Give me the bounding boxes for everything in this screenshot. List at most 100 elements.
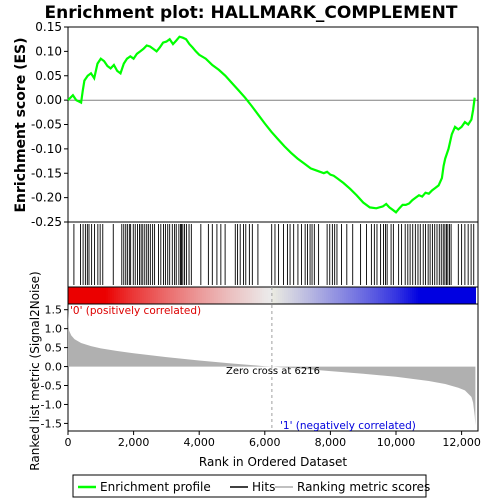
heatmap-cell	[194, 287, 197, 304]
heatmap-cell	[76, 287, 79, 304]
heatmap-cell	[408, 287, 411, 304]
heatmap-cell	[166, 287, 169, 304]
heatmap-cell	[392, 287, 395, 304]
es-y-axis-label: Enrichment score (ES)	[13, 37, 29, 212]
metric-y-tick-label: -0.5	[41, 380, 62, 393]
heatmap-cell	[456, 287, 459, 304]
heatmap-cell	[364, 287, 367, 304]
heatmap-cell	[282, 287, 285, 304]
heatmap-cell	[328, 287, 331, 304]
heatmap-cell	[168, 287, 171, 304]
heatmap-cell	[204, 287, 207, 304]
heatmap-cell	[420, 287, 423, 304]
enrichment-profile-line	[67, 35, 476, 214]
heatmap-cell	[248, 287, 251, 304]
heatmap-cell	[354, 287, 357, 304]
legend-hits-label: Hits	[252, 480, 275, 494]
heatmap-cell	[288, 287, 291, 304]
heatmap-cell	[138, 287, 141, 304]
heatmap-cell	[404, 287, 407, 304]
zero-cross-label: Zero cross at 6216	[226, 366, 320, 377]
heatmap-cell	[96, 287, 99, 304]
heatmap-cell	[428, 287, 431, 304]
heatmap-cell	[366, 287, 369, 304]
heatmap-cell	[218, 287, 221, 304]
es-y-tick-label: 0.15	[35, 20, 62, 34]
heatmap-cell	[188, 287, 191, 304]
heatmap-cell	[128, 287, 131, 304]
heatmap-cell	[154, 287, 157, 304]
heatmap-cell	[172, 287, 175, 304]
heatmap-cell	[198, 287, 201, 304]
heatmap-cell	[350, 287, 353, 304]
heatmap-cell	[472, 287, 475, 304]
heatmap-cell	[82, 287, 85, 304]
heatmap-cell	[298, 287, 301, 304]
heatmap-cell	[464, 287, 467, 304]
heatmap-cell	[200, 287, 203, 304]
x-tick-label: 12,000	[442, 436, 481, 449]
heatmap-cell	[356, 287, 359, 304]
heatmap-cell	[452, 287, 455, 304]
heatmap-cell	[270, 287, 273, 304]
heatmap-cell	[136, 287, 139, 304]
heatmap-cell	[402, 287, 405, 304]
heatmap-cell	[466, 287, 469, 304]
heatmap-cell	[474, 287, 477, 304]
heatmap-cell	[132, 287, 135, 304]
heatmap-cell	[320, 287, 323, 304]
heatmap-cell	[214, 287, 217, 304]
heatmap-cell	[240, 287, 243, 304]
heatmap-cell	[134, 287, 137, 304]
heatmap-cell	[228, 287, 231, 304]
heatmap-cell	[348, 287, 351, 304]
heatmap-cell	[236, 287, 239, 304]
heatmap-cell	[284, 287, 287, 304]
heatmap-cell	[470, 287, 473, 304]
heatmap-cell	[184, 287, 187, 304]
heatmap-cell	[220, 287, 223, 304]
metric-y-tick-label: 1.0	[45, 323, 63, 336]
heatmap-cell	[316, 287, 319, 304]
heatmap-cell	[158, 287, 161, 304]
heatmap-cell	[458, 287, 461, 304]
heatmap-cell	[88, 287, 91, 304]
negative-correlated-label: '1' (negatively correlated)	[280, 420, 416, 432]
heatmap-cell	[296, 287, 299, 304]
heatmap-cell	[390, 287, 393, 304]
heatmap-cell	[274, 287, 277, 304]
heatmap-cell	[120, 287, 123, 304]
heatmap-cell	[424, 287, 427, 304]
heatmap-cell	[190, 287, 193, 304]
heatmap-cell	[164, 287, 167, 304]
heatmap-cell	[374, 287, 377, 304]
heatmap-cell	[116, 287, 119, 304]
heatmap-cell	[324, 287, 327, 304]
heatmap-cell	[258, 287, 261, 304]
heatmap-cell	[388, 287, 391, 304]
heatmap-cell	[344, 287, 347, 304]
heatmap-cell	[414, 287, 417, 304]
heatmap-cell	[86, 287, 89, 304]
heatmap-cell	[182, 287, 185, 304]
heatmap-cell	[432, 287, 435, 304]
heatmap-cell	[78, 287, 81, 304]
x-tick-label: 8,000	[315, 436, 347, 449]
heatmap-cell	[250, 287, 253, 304]
heatmap-cell	[202, 287, 205, 304]
heatmap-cell	[98, 287, 101, 304]
metric-y-tick-label: -1.5	[41, 417, 62, 430]
metric-y-tick-label: 0.0	[45, 361, 63, 374]
legend-metric-label: Ranking metric scores	[297, 480, 430, 494]
heatmap-cell	[450, 287, 453, 304]
heatmap-cell	[170, 287, 173, 304]
heatmap-cell	[332, 287, 335, 304]
heatmap-cell	[438, 287, 441, 304]
heatmap-cell	[210, 287, 213, 304]
positive-correlated-label: '0' (positively correlated)	[70, 305, 201, 317]
es-y-axis: 0.15 0.10 0.05 0.00 -0.05 -0.10 -0.15 -0.20 -0.2…	[31, 20, 68, 229]
heatmap-cell	[300, 287, 303, 304]
heatmap-cell	[230, 287, 233, 304]
heatmap-cell	[368, 287, 371, 304]
